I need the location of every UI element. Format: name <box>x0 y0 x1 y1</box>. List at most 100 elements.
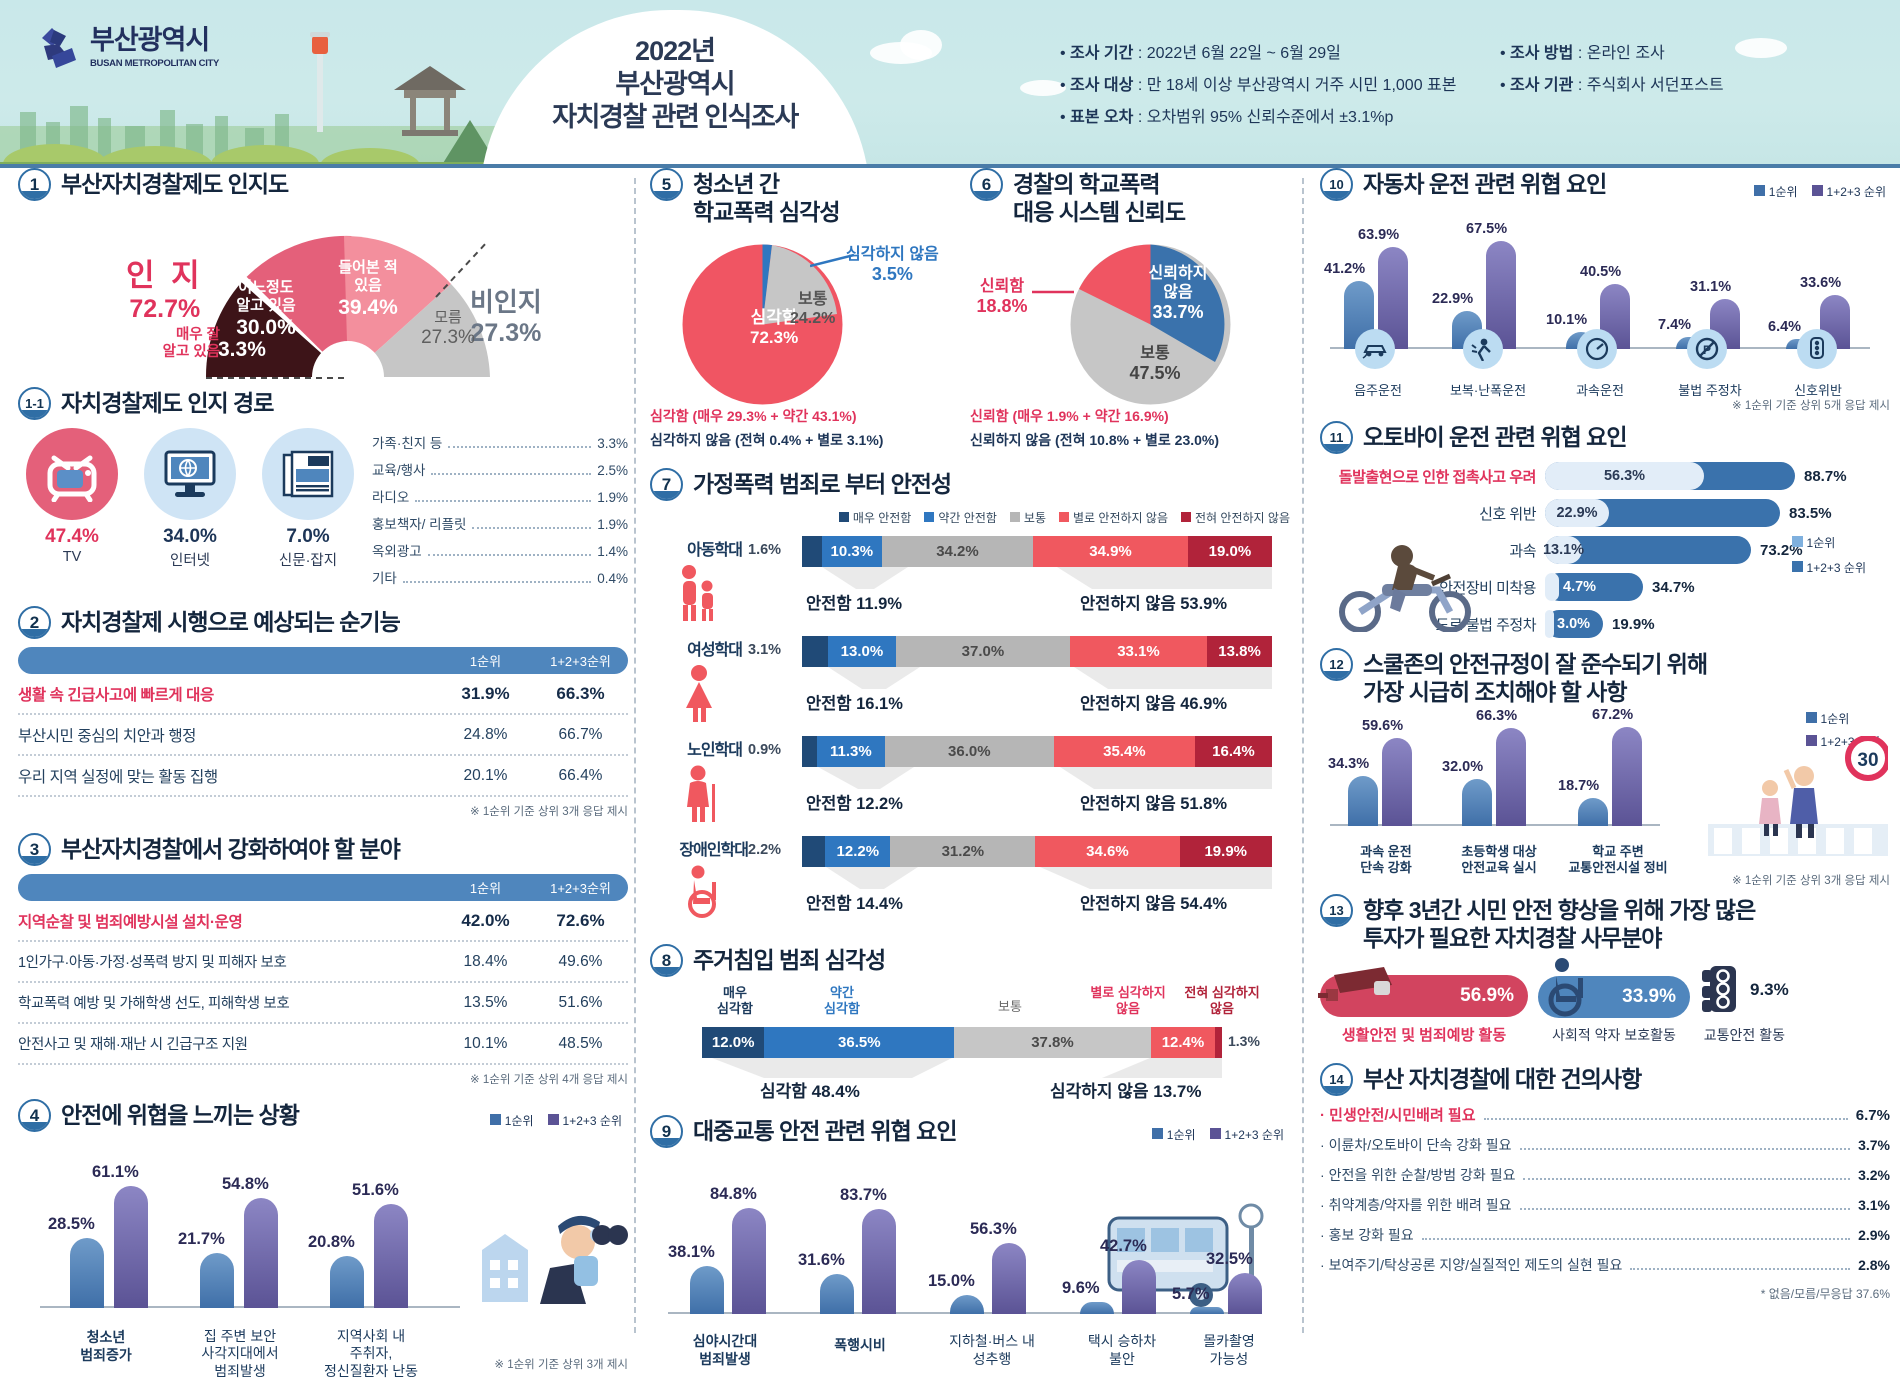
bar-value: 20.8% <box>308 1233 355 1252</box>
segment-very-safe <box>802 736 817 767</box>
row-value-rank123: 66.4% <box>533 767 628 785</box>
section-7-heading: 7 가정폭력 범죄로 부터 안전성 <box>650 468 1290 501</box>
legend-label: 전혀 안전하지 않음 <box>1195 511 1290 525</box>
bar-rank123 <box>244 1198 278 1308</box>
bar-rank123 <box>1122 1260 1156 1314</box>
section-title: 부산자치경찰제도 인지도 <box>61 168 288 198</box>
suggestion-bullet: · <box>1320 1257 1329 1273</box>
bar-value: 33.6% <box>1800 275 1841 291</box>
row-value-rank1: 18.4% <box>438 953 533 971</box>
legend-item-rank1: 1순위 <box>1152 1126 1196 1143</box>
suggestion-name: 보여주기/탁상공론 지양/실질적인 제도의 실현 필요 <box>1329 1255 1623 1275</box>
bar-category: 음주운전 <box>1338 383 1418 399</box>
channel-item-internet: 34.0% 인터넷 <box>136 428 244 570</box>
awareness-channel-row: 47.4% TV 34.0% <box>18 428 628 594</box>
section-1-heading: 1 부산자치경찰제도 인지도 <box>18 168 628 201</box>
section-9-legend: 1순위 1+2+3 순위 <box>1152 1126 1284 1143</box>
legend-item-rank1: 1순위 <box>1754 183 1798 200</box>
logo-korean-text: 부산광역시 <box>90 27 219 54</box>
invest-item-vulnerable-protection: 33.9% 사회적 약자 보호활동 <box>1538 976 1690 1045</box>
suggestion-bullet: · <box>1320 1197 1329 1213</box>
suggestion-value: 2.9% <box>1858 1227 1890 1243</box>
section-7-legend: 매우 안전함 약간 안전함 보통 별로 안전하지 않음 전혀 안전하지 않음 <box>650 509 1290 526</box>
bar-value: 61.1% <box>92 1163 139 1182</box>
section-14: 14 부산 자치경찰에 대한 건의사항 · 민생안전/시민배려 필요 6.7% … <box>1320 1063 1890 1302</box>
legend-label: 1+2+3 순위 <box>1827 185 1886 199</box>
section-3-table: 1순위 1+2+3순위 지역순찰 및 범죄예방시설 설치·운영 42.0% 72… <box>18 874 628 1087</box>
slice-value-very-aware: 3.3% <box>218 337 266 362</box>
title-city: 부산광역시 <box>480 68 870 101</box>
section-10-legend: 1순위 1+2+3 순위 <box>1754 183 1886 200</box>
section-4: 4 안전에 위협을 느끼는 상황 1순위 1+2+3 순위 28.5% 61.1… <box>18 1099 628 1372</box>
motorcycle-illustration <box>1328 540 1488 632</box>
section-14-footnote: * 없음/모름/무응답 37.6% <box>1320 1285 1890 1302</box>
hbar-total: 4.7% <box>1545 573 1643 601</box>
row-value-rank1: 20.1% <box>438 767 533 785</box>
channel-name: 인터넷 <box>136 549 244 570</box>
suggestion-name: 안전을 위한 순찰/방범 강화 필요 <box>1329 1165 1516 1185</box>
bar-rank123 <box>374 1204 408 1308</box>
page-title: 2022년 부산광역시 자치경찰 관련 인식조사 <box>480 36 870 134</box>
bar-category: 과속운전 <box>1558 383 1642 399</box>
segment-very-safe <box>802 536 822 567</box>
bar-value: 21.7% <box>178 1230 225 1249</box>
woman-icon <box>682 664 716 722</box>
bar-value: 31.1% <box>1690 279 1731 295</box>
segment-not-safe-at-all: 16.4% <box>1195 736 1272 767</box>
section-title: 오토바이 운전 관련 위협 요인 <box>1363 421 1626 451</box>
bar-value: 5.7% <box>1172 1285 1210 1304</box>
list-item-name: 가족·친지 등 <box>372 432 442 452</box>
row-value-rank1: 13.5% <box>438 994 533 1012</box>
legend-item-somewhat-safe: 약간 안전함 <box>924 509 997 526</box>
callout-value: 3.5% <box>846 264 939 285</box>
section-number: 1-1 <box>18 387 51 420</box>
section-number: 1 <box>18 168 51 201</box>
bar-value: 15.0% <box>928 1272 975 1291</box>
legend-label: 1순위 <box>1807 536 1836 550</box>
summary-unsafe: 안전하지 않음 51.8% <box>1080 790 1227 814</box>
stacked-row-women-abuse: 여성학대 3.1% 13.0% 37.0% 33.1% 13.8% <box>650 634 1290 734</box>
section-number: 4 <box>18 1099 51 1132</box>
table-header: 1순위 1+2+3순위 <box>18 874 628 901</box>
signal-violation-icon <box>1797 329 1837 369</box>
section-1: 1 부산자치경찰제도 인지도 인 지 72.7% 비 <box>18 168 628 381</box>
table-row: 생활 속 긴급사고에 빠르게 대응 31.9% 66.3% <box>18 674 628 715</box>
bar-value: 9.6% <box>1062 1279 1100 1298</box>
legend-item-rank123: 1+2+3 순위 <box>1792 559 1866 576</box>
hbar-total-value: 34.7% <box>1652 579 1695 596</box>
bar-value: 6.4% <box>1768 319 1801 335</box>
hbar-rank1-value <box>1545 610 1554 638</box>
section-number: 8 <box>650 944 683 977</box>
suggestion-name: 이륜차/오토바이 단속 강화 필요 <box>1329 1135 1512 1155</box>
bar-value: 7.4% <box>1658 317 1691 333</box>
bar-value: 54.8% <box>222 1175 269 1194</box>
suggestion-name: 홍보 강화 필요 <box>1329 1225 1414 1245</box>
monitor-icon <box>161 447 219 501</box>
section-2-table: 1순위 1+2+3순위 생활 속 긴급사고에 빠르게 대응 31.9% 66.3… <box>18 647 628 819</box>
table-row: 부산시민 중심의 치안과 행정 24.8% 66.7% <box>18 715 628 756</box>
section-8-heading: 8 주거침입 범죄 심각성 <box>650 944 1290 977</box>
row-category: 노인학대 <box>650 736 742 760</box>
suggestion-row: · 홍보 강화 필요 2.9% <box>1320 1225 1890 1245</box>
legend-item-not-safe: 별로 안전하지 않음 <box>1059 509 1168 526</box>
section-title-line2: 대응 시스템 신뢰도 <box>1013 199 1185 225</box>
section-2-note: ※ 1순위 기준 상위 3개 응답 제시 <box>18 803 628 819</box>
row-name: 지역순찰 및 범죄예방시설 설치·운영 <box>18 910 438 932</box>
info-value: 2022년 6월 22일 ~ 6월 29일 <box>1147 45 1341 62</box>
legend-label: 1+2+3 순위 <box>1225 1128 1284 1142</box>
row-value-rank123: 49.6% <box>533 953 628 971</box>
section-number: 7 <box>650 468 683 501</box>
row-value-rank123: 51.6% <box>533 994 628 1012</box>
tv-icon-circle <box>26 428 118 520</box>
summary-unsafe: 안전하지 않음 54.4% <box>1080 890 1227 914</box>
section-3-heading: 3 부산자치경찰에서 강화하여야 할 분야 <box>18 833 628 866</box>
bar-rank1 <box>1462 779 1492 826</box>
